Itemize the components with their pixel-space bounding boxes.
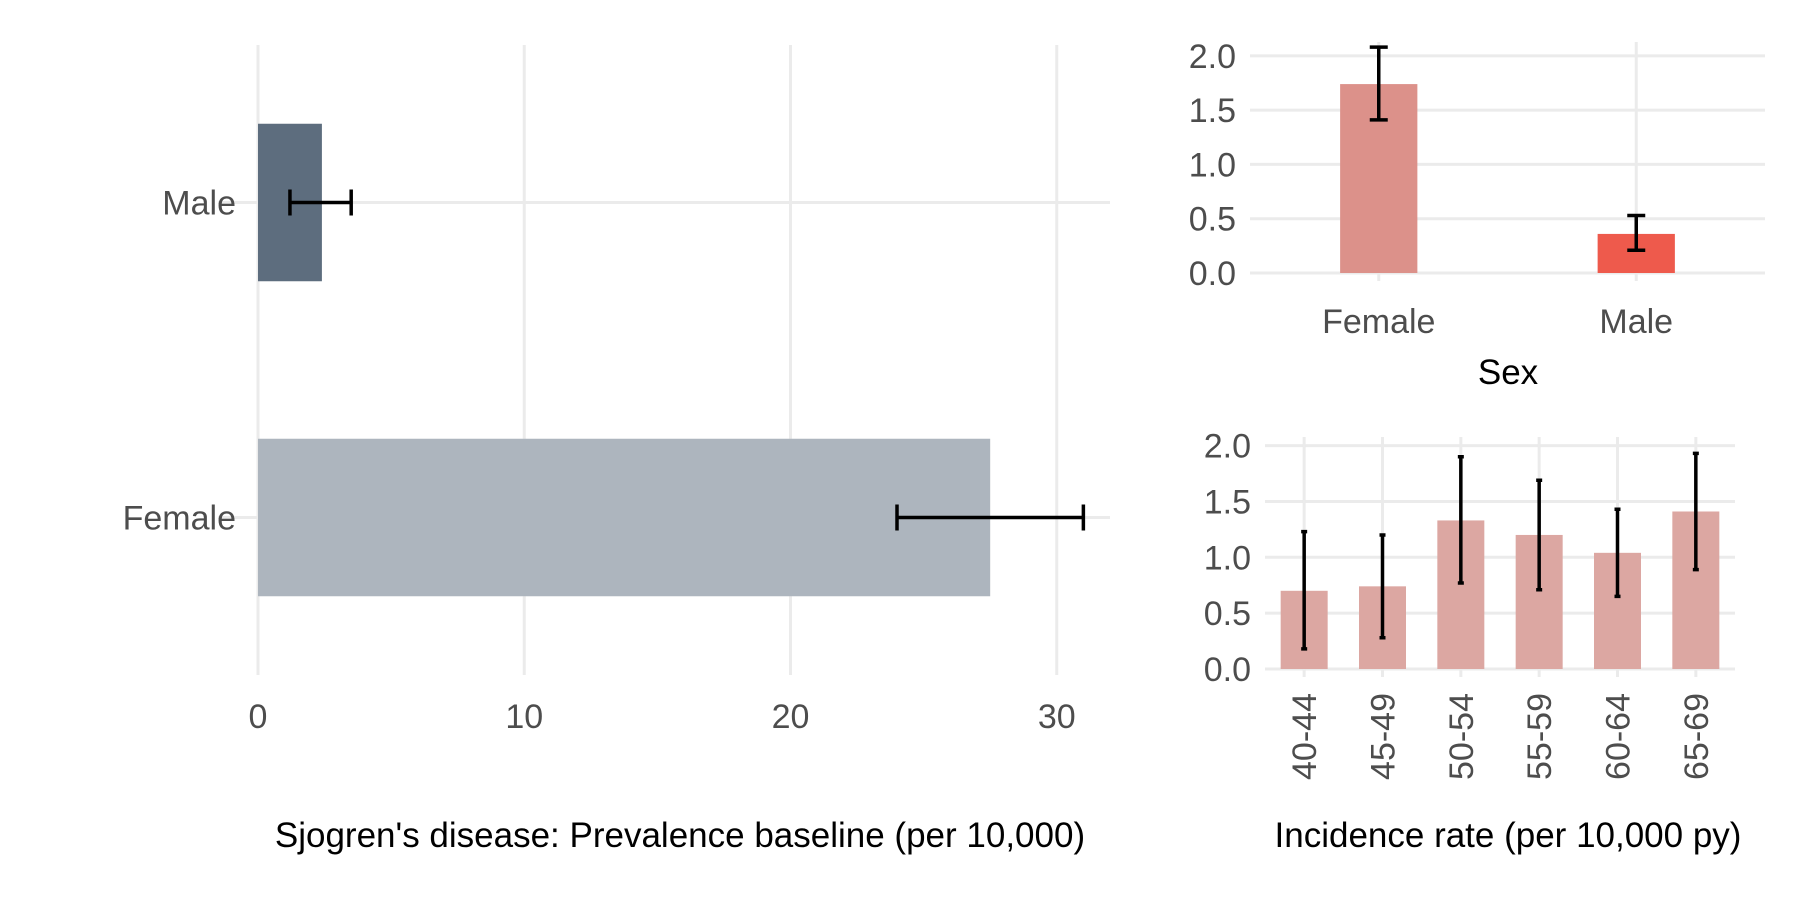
sex-x-axis-label: Sex: [1478, 353, 1539, 392]
sex-error-bar: [1627, 213, 1646, 252]
age-error-bar: [1301, 529, 1308, 651]
age-y-tick-label: 1.5: [1204, 483, 1251, 521]
age-x-tick-label: 45-49: [1365, 693, 1403, 780]
age-error-bar: [1379, 533, 1386, 640]
prevalence-bar: [258, 438, 991, 597]
age-error-bar: [1457, 455, 1464, 585]
sex-error-bar: [1369, 45, 1388, 122]
sex-y-tick-label: 1.0: [1189, 146, 1236, 184]
age-error-bar: [1614, 507, 1621, 599]
age-x-tick-label: 50-54: [1443, 693, 1481, 780]
age-x-axis-label: Incidence rate (per 10,000 py): [1275, 816, 1742, 855]
prevalence-y-tick-label: Female: [123, 500, 236, 538]
sex-y-tick-label: 1.5: [1189, 92, 1236, 130]
sex-y-tick-label: 0.0: [1189, 255, 1236, 293]
age-error-bar: [1692, 451, 1699, 572]
age-error-bar: [1536, 478, 1543, 592]
prevalence-error-bar: [288, 189, 353, 216]
sex-x-tick-label: Male: [1599, 303, 1673, 341]
sex-y-tick-label: 2.0: [1189, 38, 1236, 76]
age-x-tick-label: 60-64: [1600, 693, 1638, 780]
prevalence-y-tick-label: Male: [162, 185, 236, 223]
prevalence-error-bar: [895, 504, 1086, 531]
sex-y-tick-label: 0.5: [1189, 201, 1236, 239]
age-x-tick-label: 40-44: [1286, 693, 1324, 780]
prevalence-panel: 0 10 20 30 Male Female: [123, 45, 1110, 736]
age-y-tick-label: 0.0: [1204, 651, 1251, 689]
prevalence-x-tick-label: 0: [249, 698, 268, 736]
age-y-tick-label: 2.0: [1204, 428, 1251, 466]
prevalence-x-tick-label: 30: [1038, 698, 1076, 736]
age-x-tick-label: 55-59: [1521, 693, 1559, 780]
prevalence-x-tick-label: 10: [505, 698, 543, 736]
sex-x-tick-label: Female: [1322, 303, 1435, 341]
incidence-by-age-panel: 0.0 0.5 1.0 1.5 2.0 40-44 45-49 50-54 55-59 60-64…: [1204, 428, 1735, 780]
prevalence-x-tick-label: 20: [772, 698, 810, 736]
age-y-tick-label: 1.0: [1204, 539, 1251, 577]
incidence-by-sex-panel: 0.0 0.5 1.0 1.5 2.0 Female Male: [1189, 38, 1765, 341]
age-y-tick-label: 0.5: [1204, 595, 1251, 633]
age-x-tick-label: 65-69: [1678, 693, 1716, 780]
prevalence-x-axis-label: Sjogren's disease: Prevalence baseline (…: [275, 816, 1085, 855]
